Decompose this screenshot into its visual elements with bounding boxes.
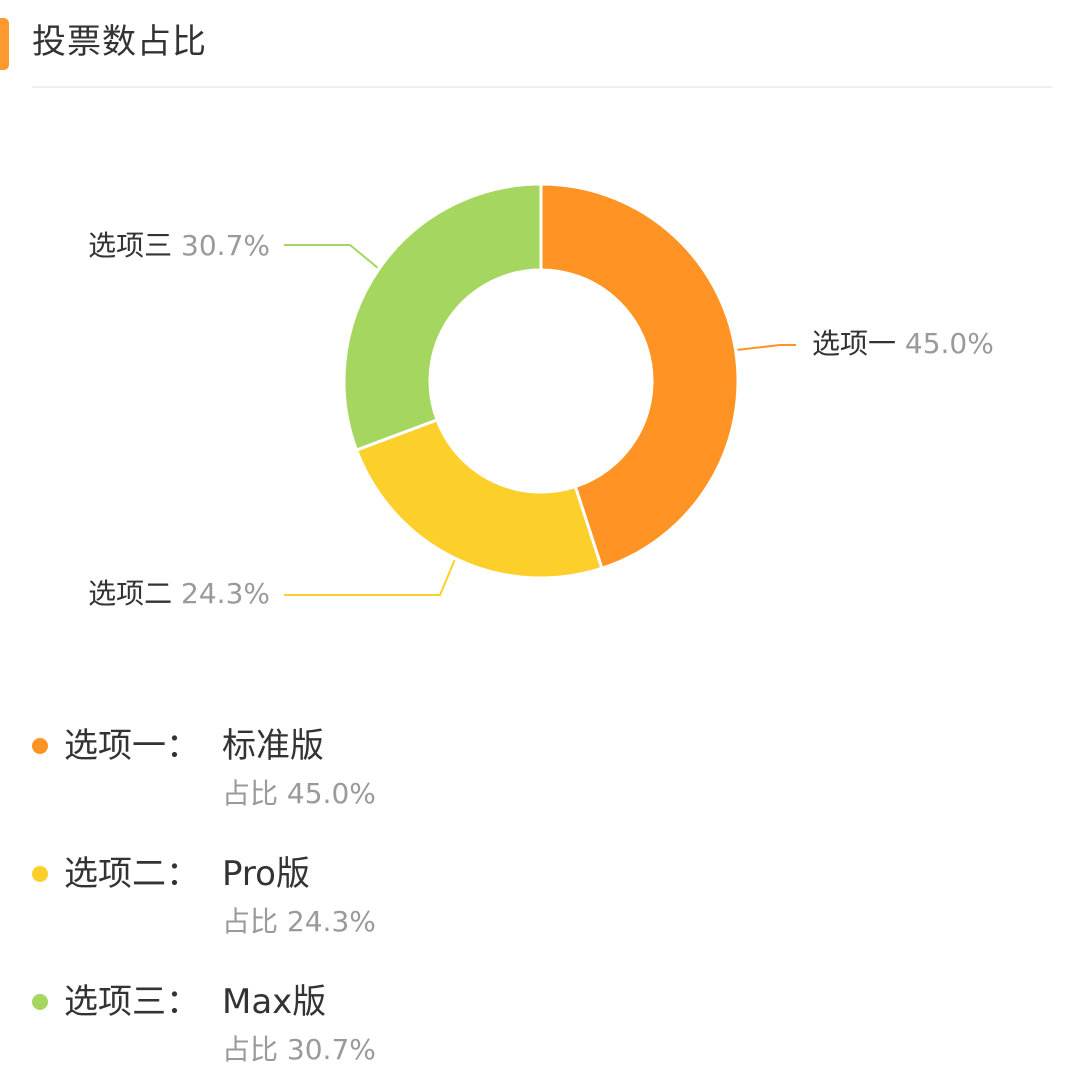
legend-value-option2: Pro版 [222,854,310,894]
legend-share-prefix: 占比 [222,777,279,810]
slice-1 [539,182,740,571]
page-title: 投票数占比 [32,22,207,62]
legend-share-option2: 占比 24.3% [222,904,376,940]
slice-label-category: 选项一 [812,327,905,360]
slice-label-percent: 24.3% [181,577,270,610]
legend-dot-option2 [32,866,48,882]
legend-share-option3: 占比 30.7% [222,1032,376,1068]
slice-label-percent: 30.7% [181,229,270,262]
header-divider [32,86,1052,88]
legend-item-option2: 选项二： Pro版 占比 24.3% [0,854,1080,964]
legend-share-prefix: 占比 [222,905,279,938]
legend-value-option1: 标准版 [222,726,324,766]
slice-label-1: 选项一 45.0% [812,327,994,360]
slice-3 [342,182,543,452]
slice-label-category: 选项三 [88,229,181,262]
header-accent-bar [0,18,9,70]
legend-share-option1: 占比 45.0% [222,776,376,812]
slice-label-3: 选项三 30.7% [88,229,270,262]
legend-share-value: 30.7% [286,1033,376,1066]
legend-share-prefix: 占比 [222,1033,279,1066]
donut-chart: 选项一 45.0% 选项二 24.3% 选项三 30.7% [88,182,994,610]
legend-item-option1: 选项一： 标准版 占比 45.0% [0,726,1080,836]
leader-line-2 [284,559,456,596]
slice-label-percent: 45.0% [905,327,994,360]
legend-value-option3: Max版 [222,982,327,1022]
legend-dot-option1 [32,738,48,754]
slice-2 [354,417,604,580]
leader-line-3 [284,244,379,269]
slice-label-category: 选项二 [88,577,181,610]
legend-name-option2: 选项二： [64,854,200,894]
legend-name-option1: 选项一： [64,726,200,766]
legend-dot-option3 [32,994,48,1010]
legend-item-option3: 选项三： Max版 占比 30.7% [0,982,1080,1092]
slice-label-2: 选项二 24.3% [88,577,270,610]
legend-share-value: 24.3% [286,905,376,938]
legend-share-value: 45.0% [286,777,376,810]
leader-line-1 [737,344,796,351]
legend-name-option3: 选项三： [64,982,200,1022]
